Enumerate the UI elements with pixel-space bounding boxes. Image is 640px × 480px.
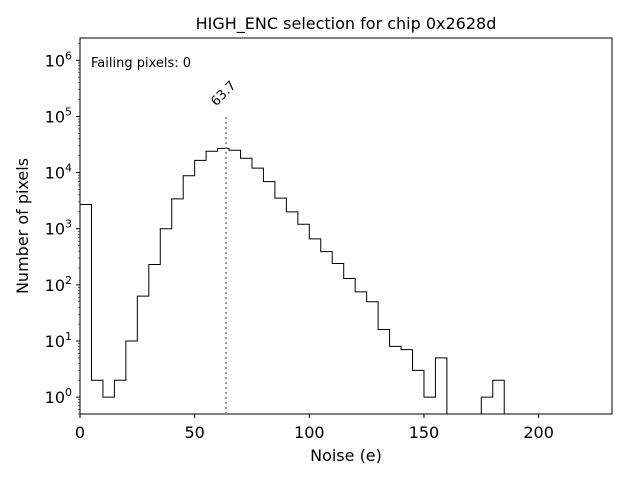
histogram-bars	[80, 148, 516, 414]
mean-label: 63.7	[208, 78, 239, 109]
x-tick-label: 0	[75, 423, 85, 442]
y-tick-label: 103	[45, 218, 72, 239]
y-axis-label: Number of pixels	[13, 158, 32, 294]
y-tick-label: 101	[45, 330, 72, 351]
chart-title: HIGH_ENC selection for chip 0x2628d	[196, 14, 497, 34]
failing-pixels-annotation: Failing pixels: 0	[91, 56, 191, 71]
x-axis-ticks: 0 50 100 150 200	[75, 414, 554, 442]
plot-frame	[80, 38, 612, 414]
y-tick-label: 100	[45, 386, 72, 407]
y-axis-ticks: 100 101 102 103 104 105 106	[45, 43, 80, 414]
x-tick-label: 50	[184, 423, 204, 442]
x-tick-label: 150	[409, 423, 440, 442]
histogram-outline	[80, 148, 516, 414]
x-tick-label: 100	[294, 423, 325, 442]
y-tick-label: 102	[45, 274, 72, 295]
x-tick-label: 200	[523, 423, 554, 442]
x-axis-label: Noise (e)	[310, 446, 382, 465]
y-tick-label: 104	[45, 162, 72, 183]
y-tick-label: 105	[45, 105, 72, 126]
y-tick-label: 106	[45, 49, 72, 70]
